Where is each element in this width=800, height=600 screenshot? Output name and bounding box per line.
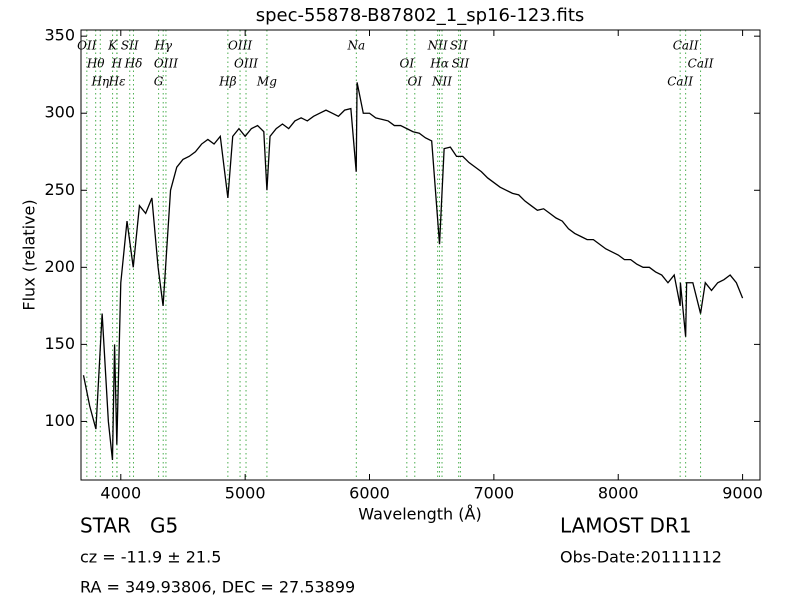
spectral-line-label: OIII [228, 39, 252, 53]
y-tick-label: 350 [44, 26, 75, 45]
redshift: cz = -11.9 ± 21.5 [80, 548, 221, 567]
star-subclass: G5 [150, 514, 178, 538]
x-tick-label: 7000 [474, 484, 515, 503]
spectral-line-label: CaII [688, 57, 714, 71]
spectral-line-label: Hε [108, 75, 126, 89]
spectrum-line [82, 82, 744, 461]
x-tick-label: 9000 [722, 484, 763, 503]
star-class: STAR [80, 514, 131, 538]
x-tick-label: 4000 [100, 484, 141, 503]
spectral-line-label: NII [427, 39, 448, 53]
spectral-line-label: OIII [154, 57, 178, 71]
spectral-line-label: Hδ [124, 57, 143, 71]
obs-date: Obs-Date:20111112 [560, 548, 722, 567]
x-axis-label: Wavelength (Å) [358, 505, 481, 524]
spectral-line-label: G [154, 75, 164, 89]
spectral-line-label: Hβ [218, 75, 236, 89]
spectral-line-label: Na [347, 39, 366, 53]
plot-frame [80, 29, 761, 481]
spectral-line-label: CaII [673, 39, 699, 53]
y-tick-label: 250 [44, 180, 75, 199]
spectral-line-label: SII [452, 57, 470, 71]
spectral-line-label: Hγ [153, 39, 172, 53]
coordinates: RA = 349.93806, DEC = 27.53899 [80, 578, 355, 597]
spectral-line-label: OI [400, 57, 415, 71]
x-tick-label: 5000 [225, 484, 266, 503]
spectral-line-label: Hη [90, 75, 109, 89]
spectral-line-label: CaII [667, 75, 693, 89]
y-tick-label: 300 [44, 103, 75, 122]
spectral-line-label: SII [121, 39, 139, 53]
x-tick-label: 6000 [349, 484, 390, 503]
y-tick-label: 150 [44, 334, 75, 353]
y-tick-label: 100 [44, 411, 75, 430]
spectral-line-label: SII [450, 39, 468, 53]
y-axis-label: Flux (relative) [20, 199, 39, 310]
spectral-line-label: OIII [234, 57, 258, 71]
x-tick-label: 8000 [598, 484, 639, 503]
spectral-line-label: K [107, 39, 118, 53]
spectral-line-label: OI [407, 75, 422, 89]
survey: LAMOST DR1 [560, 514, 692, 538]
y-tick-label: 200 [44, 257, 75, 276]
spectral-line-label: Hα [429, 57, 449, 71]
spectral-line-label: OII [77, 39, 97, 53]
chart-title: spec-55878-B87802_1_sp16-123.fits [256, 5, 585, 26]
spectral-line-label: NII [431, 75, 452, 89]
spectral-line-label: H [111, 57, 123, 71]
spectral-line-label: Mg [256, 75, 277, 89]
spectral-line-label: Hθ [86, 57, 105, 71]
